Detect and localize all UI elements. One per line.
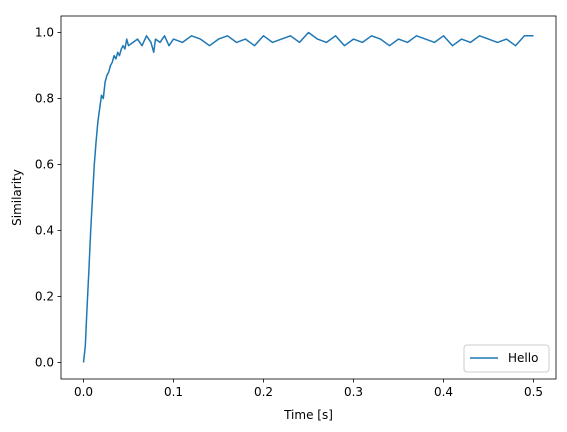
legend-entry-hello: Hello [508,351,538,365]
y-tick-label: 0.6 [35,158,54,172]
legend-box [463,344,550,373]
y-axis-label: Similarity [10,169,24,226]
x-tick-label: 0.1 [164,385,183,399]
y-tick-label: 0.0 [35,356,54,370]
y-tick-label: 1.0 [35,26,54,40]
x-tick-label: 0.4 [434,385,453,399]
x-tick-label: 0.2 [254,385,273,399]
x-tick-label: 0.3 [344,385,363,399]
plot-area [82,31,534,363]
y-tick-label: 0.4 [35,224,54,238]
x-tick-label: 0.0 [74,385,93,399]
x-axis-ticks: 0.0 0.1 0.2 0.3 0.4 0.5 [74,379,543,399]
y-tick-label: 0.8 [35,92,54,106]
x-tick-label: 0.5 [524,385,543,399]
x-axis-label: Time [s] [283,408,333,422]
axes-frame [60,15,557,380]
y-tick-label: 0.2 [35,290,54,304]
series-line-hello [82,31,534,363]
legend: Hello [463,344,550,373]
y-axis-ticks: 0.0 0.2 0.4 0.6 0.8 1.0 [35,26,61,370]
